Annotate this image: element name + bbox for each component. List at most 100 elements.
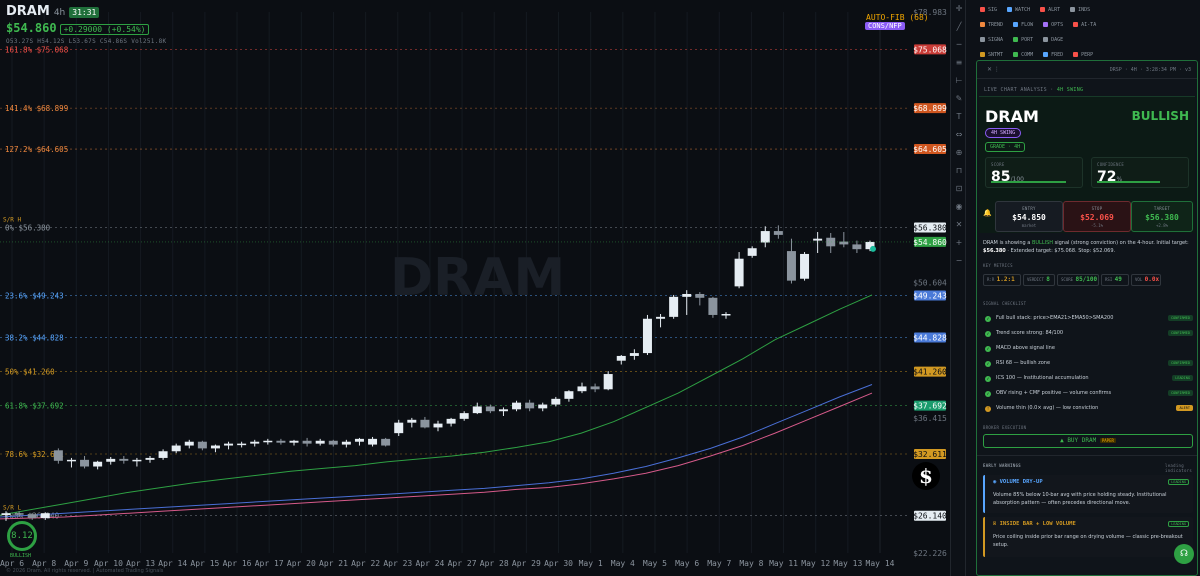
- candle-body[interactable]: [852, 244, 862, 250]
- nav-button-flow[interactable]: FLOW: [1013, 21, 1033, 28]
- candle-body[interactable]: [420, 419, 430, 428]
- buy-button[interactable]: ▲ BUY DRAM PAPER: [983, 434, 1193, 448]
- candle-body[interactable]: [1, 513, 11, 516]
- candle-body[interactable]: [577, 386, 587, 392]
- candle-body[interactable]: [773, 231, 783, 235]
- candle-body[interactable]: [145, 457, 155, 460]
- candle-body[interactable]: [682, 293, 692, 297]
- price-chart[interactable]: Apr 6 Apr 8 Apr 9 Apr 10 Apr 13 Apr 14 Apr 15 A…: [0, 0, 950, 576]
- cons-nfp-badge[interactable]: CONS/NFP: [865, 22, 905, 30]
- candle-body[interactable]: [132, 459, 142, 462]
- warning-card[interactable]: ⊡ INSIDE BAR + LOW VOLUME LEADING Price co…: [983, 517, 1193, 557]
- candle-body[interactable]: [603, 374, 613, 390]
- dollar-logo-icon[interactable]: $: [912, 462, 940, 490]
- candle-body[interactable]: [813, 238, 823, 241]
- candle-body[interactable]: [669, 296, 679, 317]
- lock-icon[interactable]: ⊡: [955, 184, 963, 193]
- nav-button-comm[interactable]: COMM: [1013, 51, 1033, 58]
- candle-body[interactable]: [472, 406, 482, 414]
- candle-body[interactable]: [158, 451, 168, 458]
- nav-button-perp[interactable]: PERP: [1073, 51, 1093, 58]
- nav-button-opts[interactable]: OPTS: [1043, 21, 1063, 28]
- zoom-icon[interactable]: ⊕: [955, 148, 963, 157]
- candle-body[interactable]: [407, 419, 417, 423]
- candle-body[interactable]: [590, 386, 600, 390]
- candle-body[interactable]: [525, 402, 535, 409]
- symbol-name[interactable]: DRAM: [6, 4, 50, 19]
- candle-body[interactable]: [642, 318, 652, 354]
- candle-body[interactable]: [53, 450, 63, 461]
- candle-body[interactable]: [538, 404, 548, 409]
- candle-body[interactable]: [381, 438, 391, 446]
- candle-body[interactable]: [40, 513, 50, 518]
- candle-body[interactable]: [237, 443, 247, 446]
- candle-body[interactable]: [93, 461, 103, 467]
- candle-body[interactable]: [289, 440, 299, 443]
- candle-body[interactable]: [786, 251, 796, 281]
- brush-icon[interactable]: ✎: [955, 94, 963, 103]
- candle-body[interactable]: [250, 441, 260, 444]
- candle-body[interactable]: [184, 441, 194, 446]
- bell-icon[interactable]: 🔔: [983, 209, 992, 217]
- nav-button-watch[interactable]: WATCH: [1007, 6, 1030, 13]
- candle-body[interactable]: [368, 438, 378, 445]
- candle-body[interactable]: [315, 440, 325, 444]
- ruler-icon[interactable]: ⊢: [955, 76, 963, 85]
- candle-body[interactable]: [433, 423, 443, 428]
- candle-body[interactable]: [119, 458, 129, 461]
- magnet-icon[interactable]: ⊓: [955, 166, 963, 175]
- candle-body[interactable]: [354, 438, 364, 442]
- measure-icon[interactable]: ⇔: [955, 130, 963, 139]
- hline-icon[interactable]: ─: [956, 40, 962, 49]
- nav-button-dage[interactable]: DAGE: [1043, 36, 1063, 43]
- candle-body[interactable]: [708, 297, 718, 315]
- candle-body[interactable]: [826, 237, 836, 247]
- nav-button-ai-ta[interactable]: AI-TA: [1073, 21, 1096, 28]
- nav-button-sig[interactable]: SIG: [980, 6, 997, 13]
- candle-body[interactable]: [800, 253, 810, 279]
- candle-body[interactable]: [197, 441, 207, 449]
- candle-body[interactable]: [564, 391, 574, 399]
- candle-body[interactable]: [629, 353, 639, 356]
- candle-body[interactable]: [485, 406, 495, 412]
- candle-body[interactable]: [512, 402, 522, 410]
- candle-body[interactable]: [276, 440, 286, 443]
- candle-body[interactable]: [263, 440, 273, 443]
- candle-body[interactable]: [328, 440, 338, 445]
- candle-body[interactable]: [27, 514, 37, 518]
- crosshair-icon[interactable]: ✛: [955, 4, 963, 13]
- candle-body[interactable]: [302, 440, 312, 444]
- text-icon[interactable]: T: [956, 112, 962, 121]
- candle-body[interactable]: [695, 293, 705, 298]
- candle-body[interactable]: [747, 248, 757, 256]
- candle-body[interactable]: [171, 445, 181, 452]
- eye-icon[interactable]: ◉: [955, 202, 963, 211]
- candle-body[interactable]: [210, 445, 220, 449]
- candle-body[interactable]: [14, 513, 24, 515]
- warning-card[interactable]: ◉ VOLUME DRY-UP LEADING Volume 85% below 1…: [983, 475, 1193, 513]
- nav-button-sntmt[interactable]: SNTMT: [980, 51, 1003, 58]
- candle-body[interactable]: [865, 241, 875, 250]
- close-icon[interactable]: ✕ ⋮: [987, 66, 1000, 73]
- candle-body[interactable]: [394, 422, 404, 434]
- trendline-icon[interactable]: ╱: [956, 22, 962, 31]
- candle-body[interactable]: [446, 418, 456, 424]
- candle-body[interactable]: [224, 443, 234, 446]
- candle-body[interactable]: [839, 241, 849, 245]
- minus-icon[interactable]: −: [955, 256, 963, 265]
- candle-body[interactable]: [498, 409, 508, 412]
- candle-body[interactable]: [459, 413, 469, 419]
- nav-button-fred[interactable]: FRED: [1043, 51, 1063, 58]
- nav-button-alrt[interactable]: ALRT: [1040, 6, 1060, 13]
- nav-button-trend[interactable]: TREND: [980, 21, 1003, 28]
- candle-body[interactable]: [734, 258, 744, 287]
- candle-body[interactable]: [616, 355, 626, 361]
- candle-body[interactable]: [656, 316, 666, 319]
- auto-fib-label[interactable]: AUTO-FIB (68): [866, 13, 929, 22]
- candle-body[interactable]: [721, 313, 731, 316]
- candle-body[interactable]: [551, 398, 561, 405]
- headset-help-icon[interactable]: ☊: [1174, 544, 1194, 564]
- chart-area[interactable]: Apr 6 Apr 8 Apr 9 Apr 10 Apr 13 Apr 14 Apr 15 A…: [0, 0, 950, 576]
- candle-body[interactable]: [341, 441, 351, 445]
- candle-body[interactable]: [760, 231, 770, 243]
